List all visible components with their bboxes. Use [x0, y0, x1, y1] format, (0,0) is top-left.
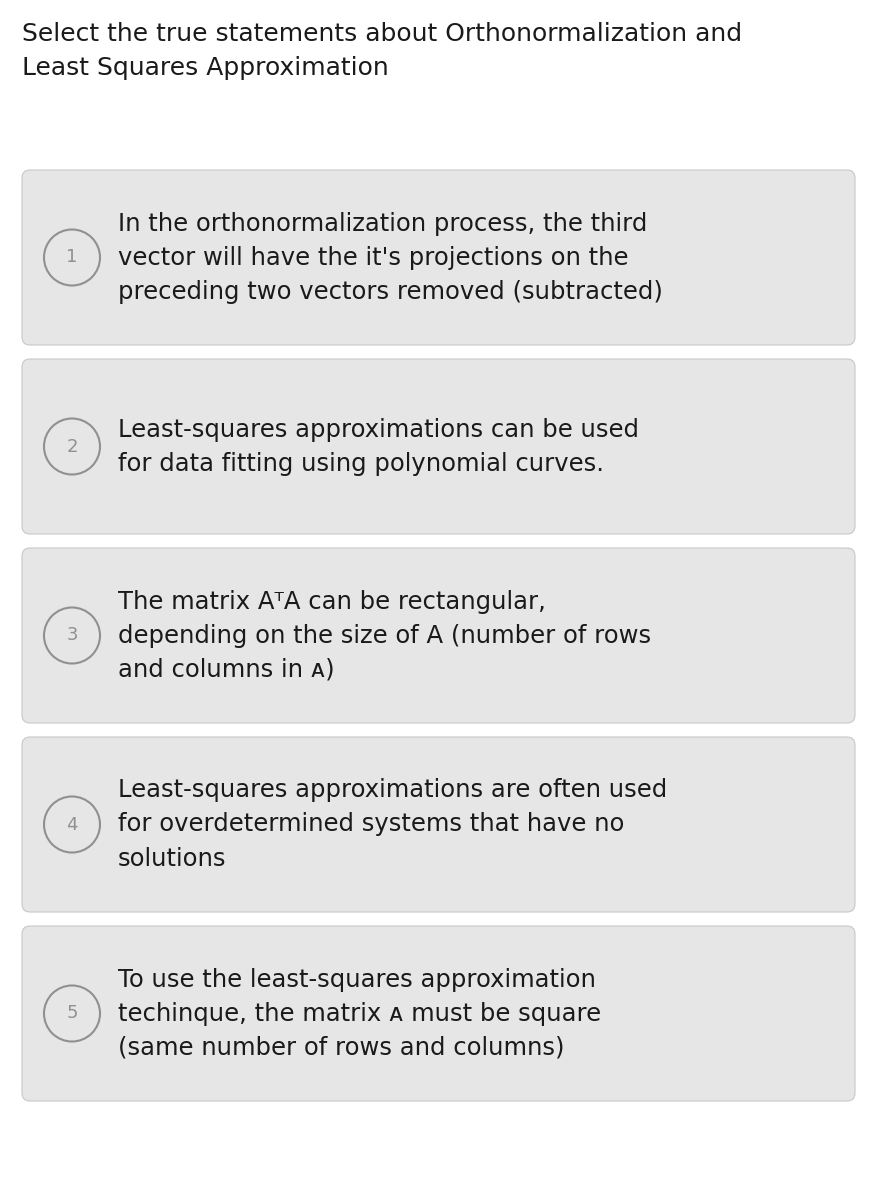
Text: 2: 2: [67, 438, 78, 456]
FancyBboxPatch shape: [22, 737, 855, 912]
Text: vector will have the it's projections on the: vector will have the it's projections on…: [118, 246, 629, 270]
Text: (same number of rows and columns): (same number of rows and columns): [118, 1036, 565, 1060]
Circle shape: [44, 419, 100, 474]
FancyBboxPatch shape: [22, 359, 855, 534]
FancyBboxPatch shape: [22, 926, 855, 1102]
Circle shape: [44, 985, 100, 1042]
Text: solutions: solutions: [118, 846, 226, 870]
Text: and columns in ᴀ): and columns in ᴀ): [118, 658, 335, 682]
Text: depending on the size of A (number of rows: depending on the size of A (number of ro…: [118, 624, 651, 648]
Text: 1: 1: [67, 248, 78, 266]
FancyBboxPatch shape: [22, 548, 855, 722]
Text: 3: 3: [67, 626, 78, 644]
Circle shape: [44, 797, 100, 852]
Text: The matrix AᵀA can be rectangular,: The matrix AᵀA can be rectangular,: [118, 589, 545, 613]
Text: 4: 4: [67, 816, 78, 834]
Text: preceding two vectors removed (subtracted): preceding two vectors removed (subtracte…: [118, 280, 663, 304]
Text: for data fitting using polynomial curves.: for data fitting using polynomial curves…: [118, 451, 604, 475]
Text: Least-squares approximations are often used: Least-squares approximations are often u…: [118, 779, 667, 803]
Text: In the orthonormalization process, the third: In the orthonormalization process, the t…: [118, 211, 647, 235]
Text: 5: 5: [67, 1004, 78, 1022]
Text: Least-squares approximations can be used: Least-squares approximations can be used: [118, 418, 639, 442]
FancyBboxPatch shape: [22, 170, 855, 346]
Text: Select the true statements about Orthonormalization and
Least Squares Approximat: Select the true statements about Orthono…: [22, 22, 742, 80]
Text: for overdetermined systems that have no: for overdetermined systems that have no: [118, 812, 624, 836]
Text: To use the least-squares approximation: To use the least-squares approximation: [118, 967, 595, 991]
Circle shape: [44, 229, 100, 286]
Text: techinque, the matrix ᴀ must be square: techinque, the matrix ᴀ must be square: [118, 1002, 601, 1026]
Circle shape: [44, 607, 100, 664]
